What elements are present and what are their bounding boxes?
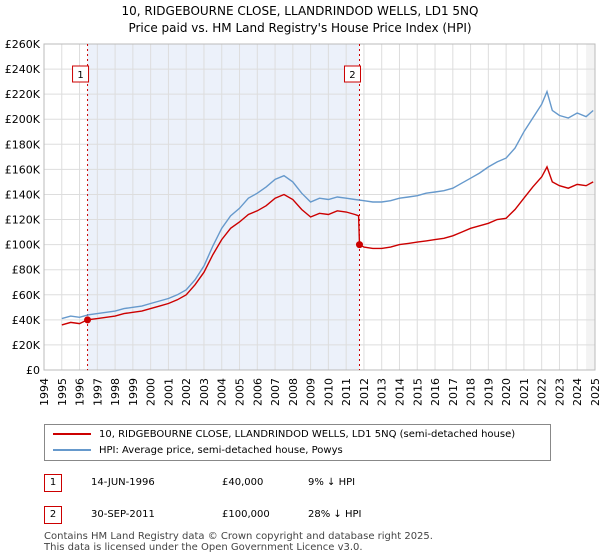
x-tick-label: 2011 [340, 378, 353, 406]
sale-number-2: 2 [44, 506, 62, 524]
x-tick-label: 2007 [269, 378, 282, 406]
x-tick-label: 2000 [145, 378, 158, 406]
y-tick-label: £260K [5, 38, 41, 51]
y-tick-label: £20K [12, 339, 41, 352]
x-tick-label: 2006 [251, 378, 264, 406]
chart-title: 10, RIDGEBOURNE CLOSE, LLANDRINDOD WELLS… [121, 4, 479, 18]
legend: 10, RIDGEBOURNE CLOSE, LLANDRINDOD WELLS… [44, 424, 551, 461]
legend-hpi: HPI: Average price, semi-detached house,… [53, 443, 343, 459]
y-tick-label: £140K [5, 188, 41, 201]
footer-copyright: Contains HM Land Registry data © Crown c… [44, 531, 433, 542]
sale-marker-box-1 [72, 65, 90, 83]
forecast-shade [586, 44, 595, 370]
sale-hpi-2: 28% ↓ HPI [308, 509, 362, 520]
y-tick-label: £60K [12, 289, 41, 302]
y-tick-label: £160K [5, 163, 41, 176]
x-tick-label: 2024 [571, 378, 584, 406]
x-tick-label: 2025 [589, 378, 600, 406]
price-chart: £0 £20K £40K £60K £80K £100K £120K £140K £160K £1… [5, 38, 600, 406]
sale-row-1: 1 14-JUN-1996 £40,000 9% ↓ HPI [44, 474, 544, 492]
legend-property-label: 10, RIDGEBOURNE CLOSE, LLANDRINDOD WELLS… [99, 429, 516, 440]
y-tick-label: £240K [5, 63, 41, 76]
plot-border [43, 43, 596, 371]
x-tick-label: 2012 [358, 378, 371, 406]
x-tick-label: 2001 [162, 378, 175, 406]
x-tick-label: 2013 [376, 378, 389, 406]
sale-marker-box-2 [343, 65, 361, 83]
x-tick-label: 2005 [234, 378, 247, 406]
x-tick-label: 1999 [127, 378, 140, 406]
x-tick-label: 2008 [287, 378, 300, 406]
y-tick-label: £200K [5, 113, 41, 126]
x-tick-label: 2003 [198, 378, 211, 406]
x-tick-label: 2023 [553, 378, 566, 406]
x-tick-label: 2022 [536, 378, 549, 406]
x-tick-label: 2015 [411, 378, 424, 406]
x-tick-label: 2002 [180, 378, 193, 406]
sale-date-2: 30-SEP-2011 [91, 509, 155, 520]
y-tick-label: £80K [12, 264, 41, 277]
y-tick-label: £40K [12, 314, 41, 327]
legend-property-swatch [53, 433, 91, 435]
sale-point-2 [355, 241, 363, 249]
x-tick-label: 1994 [38, 378, 51, 406]
sale-price-1: £40,000 [222, 477, 264, 488]
sale-price-2: £100,000 [222, 509, 270, 520]
y-tick-label: £120K [5, 214, 41, 227]
sale-point-1 [84, 316, 92, 324]
sale-row-2: 2 30-SEP-2011 £100,000 28% ↓ HPI [44, 506, 544, 524]
x-tick-label: 2017 [447, 378, 460, 406]
x-tick-label: 2018 [465, 378, 478, 406]
x-tick-label: 1998 [109, 378, 122, 406]
hpi-line [61, 89, 594, 320]
chart-subtitle: Price paid vs. HM Land Registry's House … [128, 21, 472, 35]
legend-hpi-swatch [53, 449, 91, 451]
y-tick-label: £220K [5, 88, 41, 101]
y-tick-label: £100K [5, 239, 41, 252]
property-line [61, 165, 594, 326]
sale-date-1: 14-JUN-1996 [91, 477, 155, 488]
x-tick-label: 1995 [56, 378, 69, 406]
sale-period-shade [87, 44, 360, 370]
legend-property: 10, RIDGEBOURNE CLOSE, LLANDRINDOD WELLS… [53, 427, 515, 443]
x-tick-label: 2014 [393, 378, 406, 406]
footer-licence: This data is licensed under the Open Gov… [44, 542, 363, 553]
sale-marker-label-1: 1 [77, 70, 83, 81]
x-tick-label: 1997 [91, 378, 104, 406]
y-tick-label: £180K [5, 138, 41, 151]
sale-hpi-1: 9% ↓ HPI [308, 477, 356, 488]
y-tick-label: £0 [26, 364, 40, 377]
sale-marker-label-2: 2 [349, 70, 355, 81]
x-tick-label: 2021 [518, 378, 531, 406]
x-tick-label: 2020 [500, 378, 513, 406]
x-tick-label: 2004 [216, 378, 229, 406]
legend-hpi-label: HPI: Average price, semi-detached house,… [99, 445, 343, 456]
x-tick-label: 2019 [482, 378, 495, 406]
x-tick-label: 2009 [305, 378, 318, 406]
x-tick-label: 2010 [322, 378, 335, 406]
x-tick-label: 2016 [429, 378, 442, 406]
x-tick-label: 1996 [74, 378, 87, 406]
sale-number-1: 1 [44, 474, 62, 492]
